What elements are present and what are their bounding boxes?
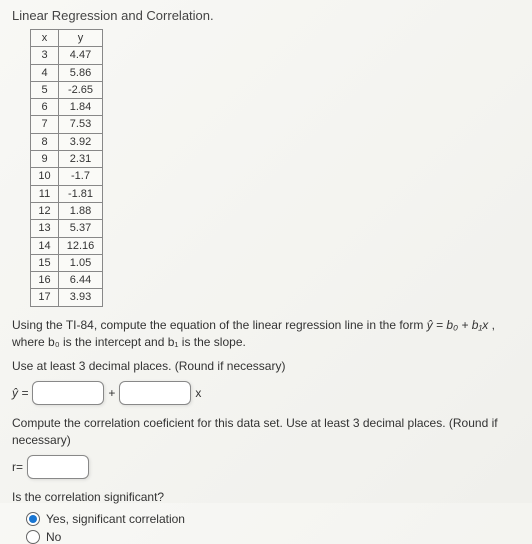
r-input[interactable] <box>27 455 89 479</box>
cell-y: 2.31 <box>59 151 103 168</box>
cell-y: 4.47 <box>59 47 103 64</box>
cell-x: 16 <box>31 272 59 289</box>
table-row: 92.31 <box>31 151 103 168</box>
data-table: x y 34.4745.865-2.6561.8477.5383.9292.31… <box>30 29 103 307</box>
intercept-input[interactable] <box>32 381 104 405</box>
page-title: Linear Regression and Correlation. <box>12 8 520 23</box>
cell-y: 3.92 <box>59 133 103 150</box>
rounding-note-1: Use at least 3 decimal places. (Round if… <box>12 358 520 375</box>
plus-sign: + <box>108 386 115 400</box>
cell-x: 15 <box>31 254 59 271</box>
radio-group: Yes, significant correlation No <box>12 512 520 544</box>
cell-y: 6.44 <box>59 272 103 289</box>
cell-x: 6 <box>31 99 59 116</box>
table-row: 45.86 <box>31 64 103 81</box>
cell-x: 8 <box>31 133 59 150</box>
cell-y: 1.88 <box>59 202 103 219</box>
table-row: 11-1.81 <box>31 185 103 202</box>
table-row: 1412.16 <box>31 237 103 254</box>
x-trail: x <box>195 386 201 400</box>
yhat-label: ŷ = <box>12 386 28 400</box>
cell-y: 5.86 <box>59 64 103 81</box>
radio-no-label: No <box>46 530 61 544</box>
cell-y: 1.84 <box>59 99 103 116</box>
cell-x: 11 <box>31 185 59 202</box>
r-input-row: r= <box>12 455 520 479</box>
cell-y: 3.93 <box>59 289 103 306</box>
table-row: 83.92 <box>31 133 103 150</box>
cell-y: -1.81 <box>59 185 103 202</box>
r-label: r= <box>12 460 23 474</box>
cell-x: 17 <box>31 289 59 306</box>
cell-y: 12.16 <box>59 237 103 254</box>
cell-x: 14 <box>31 237 59 254</box>
table-row: 10-1.7 <box>31 168 103 185</box>
cell-x: 10 <box>31 168 59 185</box>
table-row: 166.44 <box>31 272 103 289</box>
instr-text-a: Using the TI-84, compute the equation of… <box>12 318 427 332</box>
slope-input[interactable] <box>119 381 191 405</box>
table-row: 61.84 <box>31 99 103 116</box>
table-row: 121.88 <box>31 202 103 219</box>
table-row: 151.05 <box>31 254 103 271</box>
table-row: 173.93 <box>31 289 103 306</box>
equation-input-row: ŷ = + x <box>12 381 520 405</box>
cell-x: 4 <box>31 64 59 81</box>
significance-question: Is the correlation significant? <box>12 489 520 506</box>
instruction-regression: Using the TI-84, compute the equation of… <box>12 317 520 351</box>
cell-x: 13 <box>31 220 59 237</box>
cell-x: 12 <box>31 202 59 219</box>
col-header-x: x <box>31 30 59 47</box>
instruction-correlation: Compute the correlation coeficient for t… <box>12 415 520 449</box>
cell-y: -1.7 <box>59 168 103 185</box>
radio-no[interactable] <box>26 530 40 544</box>
cell-x: 5 <box>31 81 59 98</box>
table-row: 77.53 <box>31 116 103 133</box>
col-header-y: y <box>59 30 103 47</box>
radio-yes[interactable] <box>26 512 40 526</box>
cell-x: 3 <box>31 47 59 64</box>
cell-y: -2.65 <box>59 81 103 98</box>
table-row: 5-2.65 <box>31 81 103 98</box>
cell-x: 7 <box>31 116 59 133</box>
cell-y: 5.37 <box>59 220 103 237</box>
regression-form: ŷ = b₀ + b₁x <box>427 318 489 332</box>
cell-y: 7.53 <box>59 116 103 133</box>
cell-y: 1.05 <box>59 254 103 271</box>
table-row: 135.37 <box>31 220 103 237</box>
radio-yes-label: Yes, significant correlation <box>46 512 185 526</box>
cell-x: 9 <box>31 151 59 168</box>
table-row: 34.47 <box>31 47 103 64</box>
